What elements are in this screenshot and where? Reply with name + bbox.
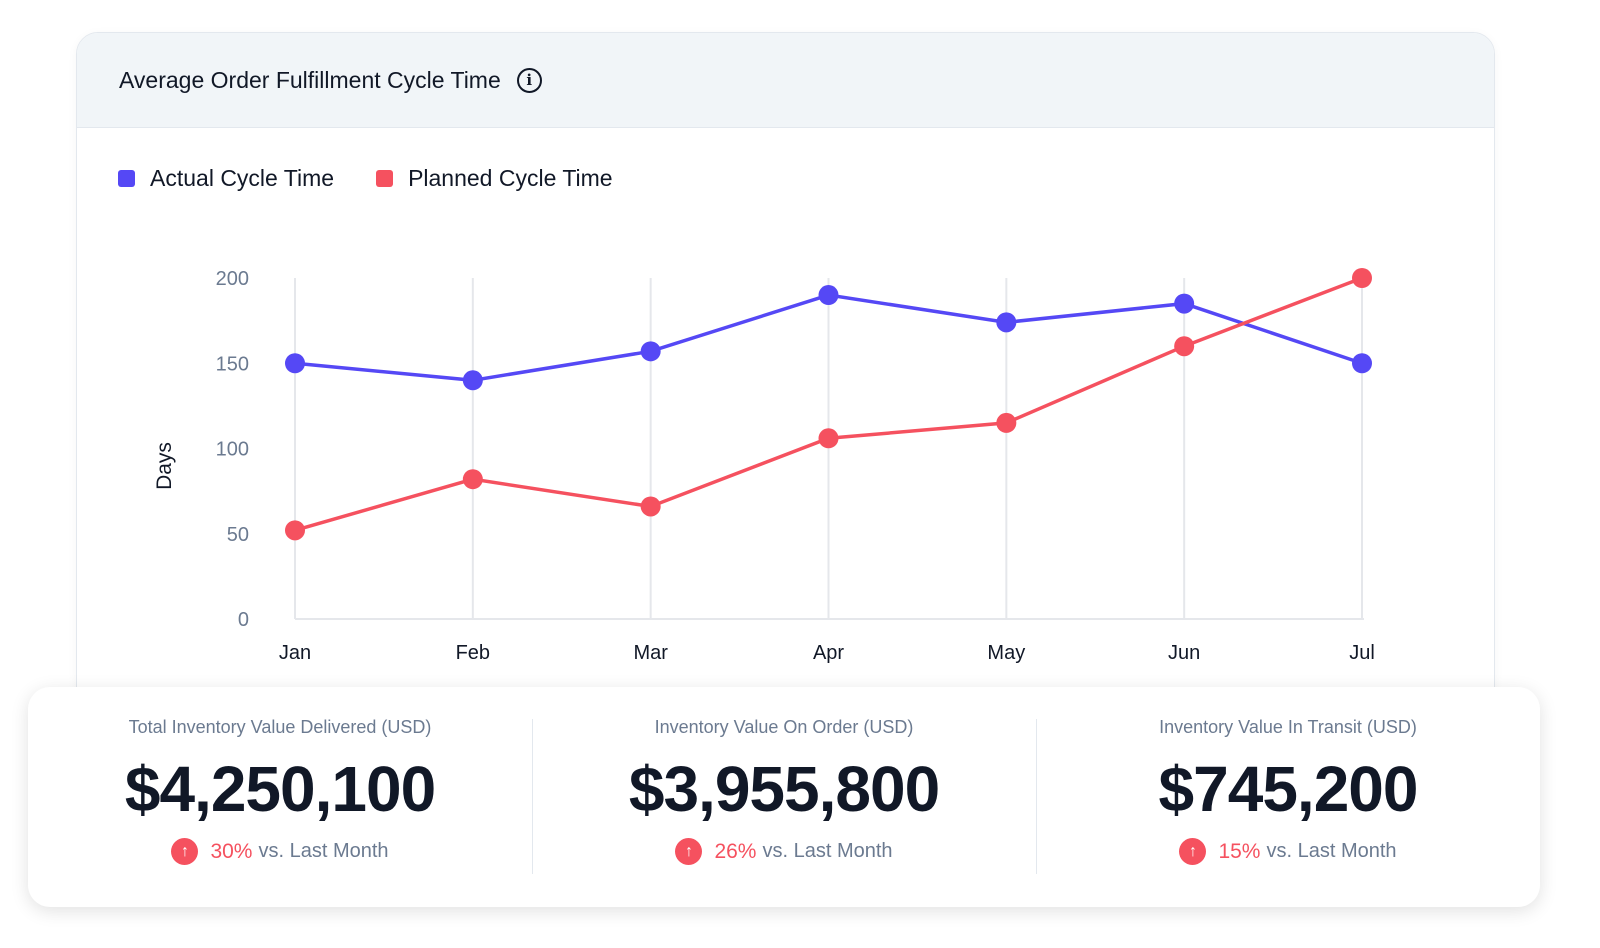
- legend-item-actual[interactable]: Actual Cycle Time: [118, 165, 334, 192]
- chart-title: Average Order Fulfillment Cycle Time: [119, 66, 501, 93]
- card-header: Average Order Fulfillment Cycle Time i: [77, 33, 1494, 128]
- kpi-label: Inventory Value On Order (USD): [654, 717, 914, 737]
- kpi-delta: ↑ 15% vs. Last Month: [1036, 838, 1540, 865]
- kpi-value: $3,955,800: [628, 753, 940, 825]
- x-tick-label: May: [987, 642, 1025, 664]
- kpi-delta-pct: 30%: [210, 839, 253, 863]
- data-point-planned[interactable]: [996, 412, 1017, 433]
- kpi-delta-pct: 15%: [1218, 839, 1261, 863]
- chart-card: Average Order Fulfillment Cycle Time i: [76, 32, 1495, 734]
- x-tick-label: Apr: [813, 642, 844, 664]
- data-point-actual[interactable]: [818, 285, 839, 306]
- data-point-planned[interactable]: [1352, 268, 1372, 288]
- kpi-label: Total Inventory Value Delivered (USD): [128, 717, 432, 737]
- kpi-delta: ↑ 30% vs. Last Month: [28, 838, 532, 865]
- data-point-actual[interactable]: [1174, 293, 1195, 314]
- kpi-in-transit: Inventory Value In Transit (USD) $745,20…: [1036, 687, 1540, 907]
- legend-swatch-planned: [376, 170, 394, 187]
- x-tick-label: Feb: [456, 642, 490, 664]
- kpi-delta-pct: 26%: [714, 839, 757, 863]
- data-point-actual[interactable]: [640, 341, 661, 362]
- y-tick-label: 100: [216, 439, 249, 461]
- kpi-value: $745,200: [1158, 753, 1419, 825]
- kpi-panel: Total Inventory Value Delivered (USD) $4…: [28, 687, 1540, 907]
- y-tick-label: 50: [227, 524, 249, 546]
- kpi-delta-suffix: vs. Last Month: [1266, 840, 1397, 862]
- kpi-delivered: Total Inventory Value Delivered (USD) $4…: [28, 687, 532, 907]
- legend-swatch-actual: [118, 170, 135, 187]
- arrow-up-icon: ↑: [171, 838, 199, 865]
- data-point-planned[interactable]: [640, 496, 661, 517]
- kpi-value: $4,250,100: [124, 753, 436, 825]
- y-tick-label: 200: [216, 268, 249, 290]
- x-tick-label: Jul: [1349, 642, 1375, 664]
- kpi-delta-suffix: vs. Last Month: [258, 840, 389, 862]
- data-point-actual[interactable]: [996, 312, 1017, 333]
- data-point-actual[interactable]: [462, 370, 483, 391]
- y-tick-label: 0: [238, 609, 249, 631]
- legend-label-actual: Actual Cycle Time: [150, 165, 335, 191]
- kpi-label: Inventory Value In Transit (USD): [1159, 717, 1417, 737]
- x-tick-label: Mar: [633, 642, 668, 664]
- line-chart: Jan Feb Mar Apr May Jun Jul 0 50 100 150 200 Days: [153, 268, 1375, 664]
- x-tick-label: Jan: [279, 642, 311, 664]
- kpi-on-order: Inventory Value On Order (USD) $3,955,80…: [532, 687, 1036, 907]
- info-icon[interactable]: i: [516, 67, 542, 93]
- chart-legend: Actual Cycle Time Planned Cycle Time: [118, 165, 655, 192]
- data-point-planned[interactable]: [285, 520, 305, 541]
- kpi-delta: ↑ 26% vs. Last Month: [532, 838, 1036, 865]
- data-point-planned[interactable]: [462, 469, 483, 490]
- arrow-up-icon: ↑: [1179, 838, 1207, 865]
- data-point-planned[interactable]: [818, 428, 839, 449]
- y-tick-label: 150: [216, 353, 249, 375]
- data-point-planned[interactable]: [1174, 336, 1195, 357]
- data-point-actual[interactable]: [285, 353, 305, 374]
- x-tick-label: Jun: [1168, 642, 1200, 664]
- legend-item-planned[interactable]: Planned Cycle Time: [376, 165, 613, 192]
- legend-label-planned: Planned Cycle Time: [408, 165, 613, 191]
- data-point-actual[interactable]: [1352, 353, 1372, 374]
- arrow-up-icon: ↑: [675, 838, 703, 865]
- kpi-delta-suffix: vs. Last Month: [762, 840, 893, 862]
- y-axis-label: Days: [153, 442, 176, 490]
